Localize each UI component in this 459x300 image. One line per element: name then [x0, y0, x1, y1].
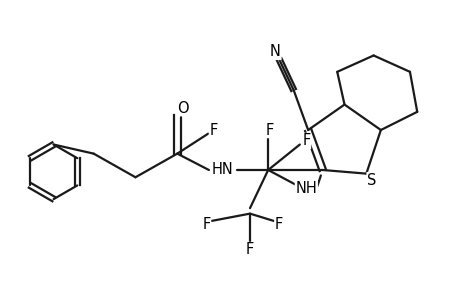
- Text: F: F: [202, 217, 210, 232]
- Text: F: F: [274, 217, 283, 232]
- Text: F: F: [302, 134, 310, 148]
- Text: NH: NH: [295, 181, 317, 196]
- Text: HN: HN: [212, 163, 233, 178]
- Text: S: S: [366, 173, 375, 188]
- Text: F: F: [265, 122, 274, 137]
- Text: N: N: [269, 44, 280, 59]
- Text: F: F: [209, 122, 217, 137]
- Text: O: O: [177, 101, 188, 116]
- Text: F: F: [246, 242, 253, 257]
